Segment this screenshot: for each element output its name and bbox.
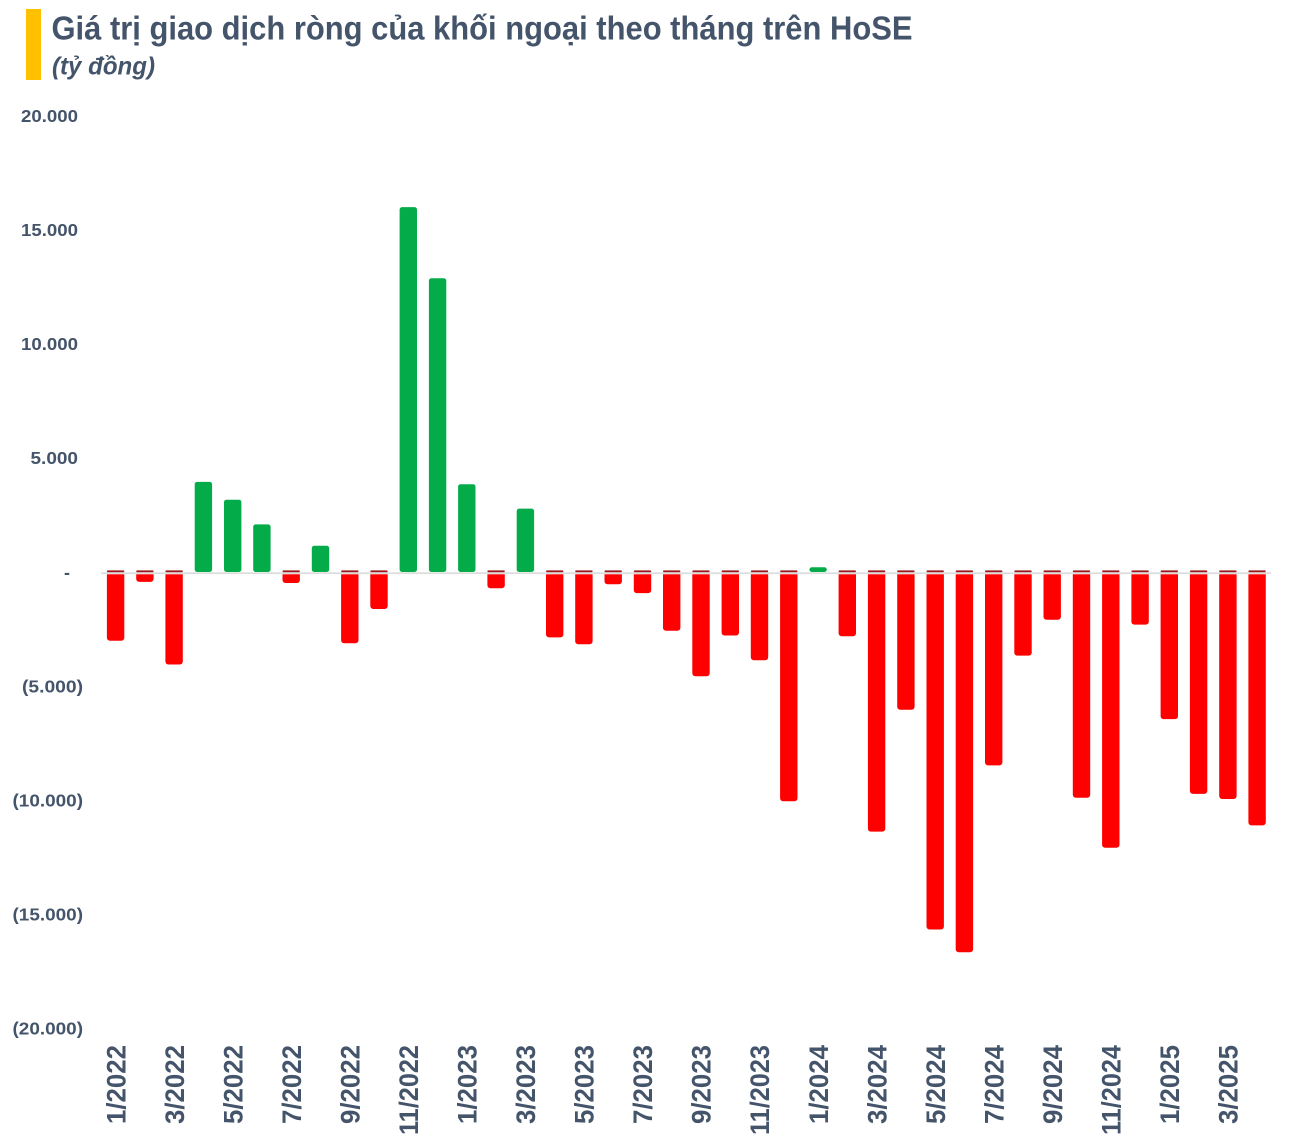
svg-text:11/2022: 11/2022 xyxy=(394,1045,424,1135)
svg-text:1/2024: 1/2024 xyxy=(804,1045,834,1124)
svg-text:(tỷ đồng): (tỷ đồng) xyxy=(52,52,155,80)
svg-text:3/2022: 3/2022 xyxy=(160,1045,190,1124)
svg-text:7/2023: 7/2023 xyxy=(628,1045,658,1124)
svg-text:(20.000): (20.000) xyxy=(13,1019,84,1039)
svg-text:(15.000): (15.000) xyxy=(13,905,84,925)
svg-text:5/2024: 5/2024 xyxy=(921,1045,951,1124)
svg-text:10.000: 10.000 xyxy=(21,334,78,354)
svg-text:3/2023: 3/2023 xyxy=(511,1045,541,1124)
svg-text:20.000: 20.000 xyxy=(21,106,78,126)
svg-text:11/2024: 11/2024 xyxy=(1097,1045,1127,1135)
svg-text:7/2022: 7/2022 xyxy=(277,1045,307,1124)
svg-text:9/2022: 9/2022 xyxy=(336,1045,366,1124)
svg-text:5/2022: 5/2022 xyxy=(218,1045,248,1124)
svg-text:-: - xyxy=(64,562,70,582)
svg-text:3/2025: 3/2025 xyxy=(1214,1045,1244,1124)
svg-text:(10.000): (10.000) xyxy=(13,791,84,811)
svg-text:3/2024: 3/2024 xyxy=(862,1045,892,1124)
svg-text:11/2023: 11/2023 xyxy=(745,1045,775,1135)
svg-text:5.000: 5.000 xyxy=(31,448,79,468)
svg-text:1/2025: 1/2025 xyxy=(1155,1045,1185,1124)
svg-text:Giá trị giao dịch ròng của khố: Giá trị giao dịch ròng của khối ngoại th… xyxy=(52,10,913,47)
svg-text:7/2024: 7/2024 xyxy=(979,1045,1009,1124)
svg-text:(5.000): (5.000) xyxy=(22,676,83,696)
svg-text:5/2023: 5/2023 xyxy=(570,1045,600,1124)
svg-text:1/2022: 1/2022 xyxy=(101,1045,131,1124)
svg-text:9/2023: 9/2023 xyxy=(687,1045,717,1124)
svg-text:15.000: 15.000 xyxy=(21,220,78,240)
svg-text:1/2023: 1/2023 xyxy=(453,1045,483,1124)
svg-text:9/2024: 9/2024 xyxy=(1038,1045,1068,1124)
